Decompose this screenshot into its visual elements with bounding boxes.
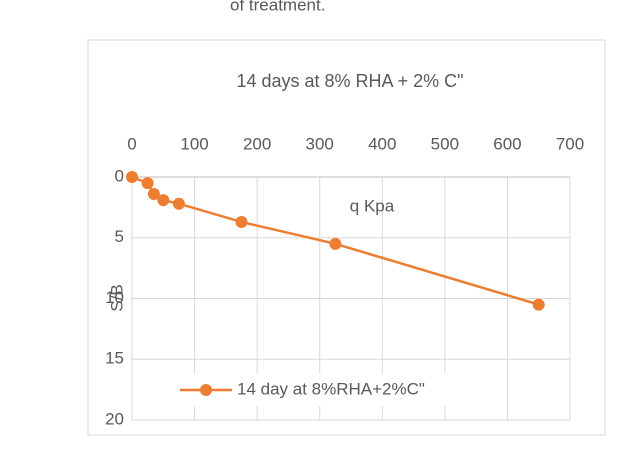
data-point bbox=[329, 237, 342, 250]
x-tick-label: 700 bbox=[556, 134, 584, 153]
data-point bbox=[532, 298, 545, 311]
x-tick-label: 600 bbox=[493, 134, 521, 153]
chart-title: 14 days at 8% RHA + 2% C" bbox=[236, 71, 463, 91]
x-tick-label: 100 bbox=[180, 134, 208, 153]
y-axis-label: S/B bbox=[107, 284, 126, 311]
x-axis-label: q Kpa bbox=[350, 196, 395, 215]
x-tick-label: 500 bbox=[431, 134, 459, 153]
data-point bbox=[147, 188, 160, 201]
caption: of treatment. bbox=[230, 0, 325, 14]
legend-label: 14 day at 8%RHA+2%C" bbox=[237, 379, 425, 398]
y-tick-label: 10 bbox=[105, 288, 124, 307]
data-point bbox=[172, 197, 185, 210]
data-point bbox=[235, 215, 248, 228]
x-tick-label: 400 bbox=[368, 134, 396, 153]
data-point bbox=[141, 177, 154, 190]
y-tick-label: 15 bbox=[105, 349, 124, 368]
y-tick-label: 5 bbox=[115, 227, 124, 246]
y-tick-label: 0 bbox=[115, 166, 124, 185]
x-tick-label: 200 bbox=[243, 134, 271, 153]
x-tick-label: 0 bbox=[127, 134, 136, 153]
data-point bbox=[126, 171, 138, 183]
x-tick-label: 300 bbox=[306, 134, 334, 153]
data-point bbox=[157, 194, 170, 207]
legend-marker bbox=[200, 384, 212, 396]
y-tick-label: 20 bbox=[105, 409, 124, 428]
